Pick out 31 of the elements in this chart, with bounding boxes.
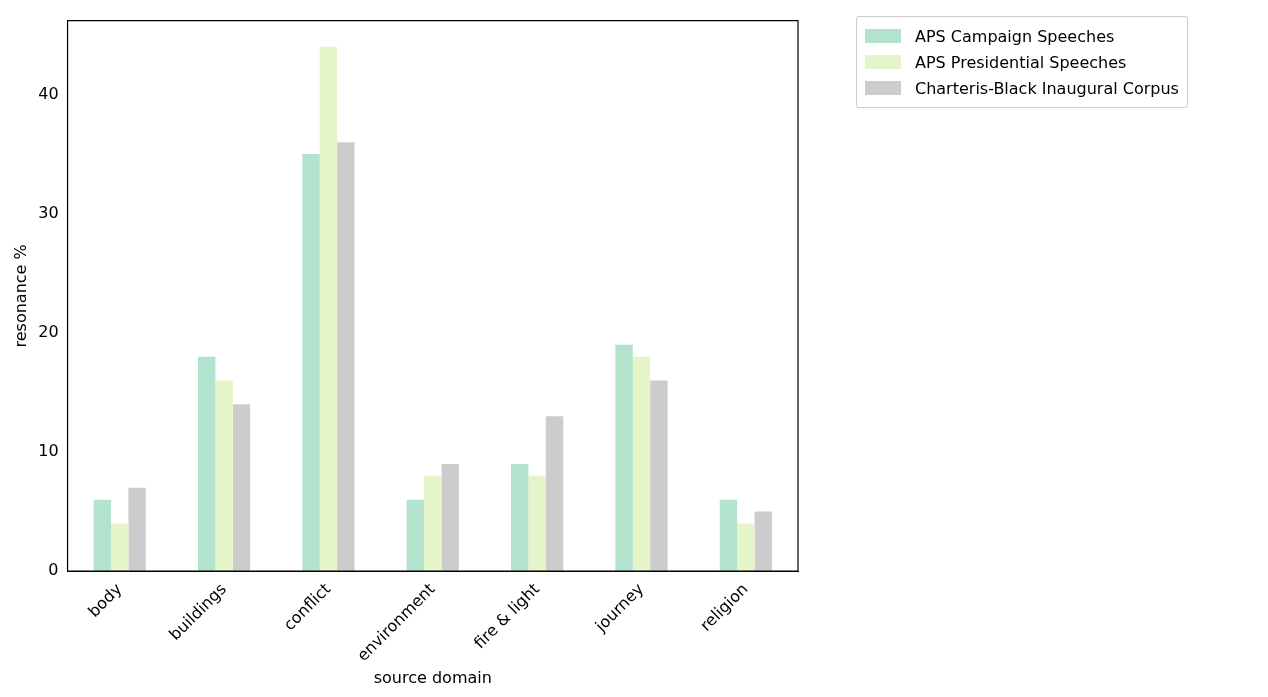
- y-tick-label: 20: [38, 321, 59, 341]
- bar: [337, 142, 355, 572]
- legend-label: APS Campaign Speeches: [915, 26, 1115, 46]
- bar: [615, 344, 633, 572]
- bar: [424, 475, 442, 572]
- legend-label: Charteris-Black Inaugural Corpus: [915, 78, 1179, 98]
- bar: [511, 463, 529, 572]
- y-axis-title: resonance %: [10, 244, 30, 348]
- y-tick-label: 30: [38, 202, 59, 222]
- bar: [128, 487, 146, 572]
- bar: [737, 523, 755, 572]
- y-tick-label: 40: [38, 83, 59, 103]
- bar: [111, 523, 129, 572]
- bar: [232, 404, 251, 572]
- bar: [754, 511, 772, 572]
- y-tick-label: 0: [48, 560, 59, 580]
- bar: [528, 475, 546, 572]
- x-axis-title: source domain: [373, 667, 492, 687]
- bar: [545, 416, 564, 572]
- bar: [632, 356, 651, 572]
- bar: [319, 46, 338, 572]
- bar: [215, 380, 233, 572]
- bar: [93, 499, 112, 572]
- bar: [406, 499, 425, 572]
- y-tick-label: 10: [38, 441, 59, 461]
- bar: [650, 380, 668, 572]
- bar: [198, 356, 216, 572]
- bar: [719, 499, 738, 572]
- bar: [441, 463, 459, 572]
- legend-label: APS Presidential Speeches: [915, 52, 1127, 72]
- bar: [302, 154, 320, 572]
